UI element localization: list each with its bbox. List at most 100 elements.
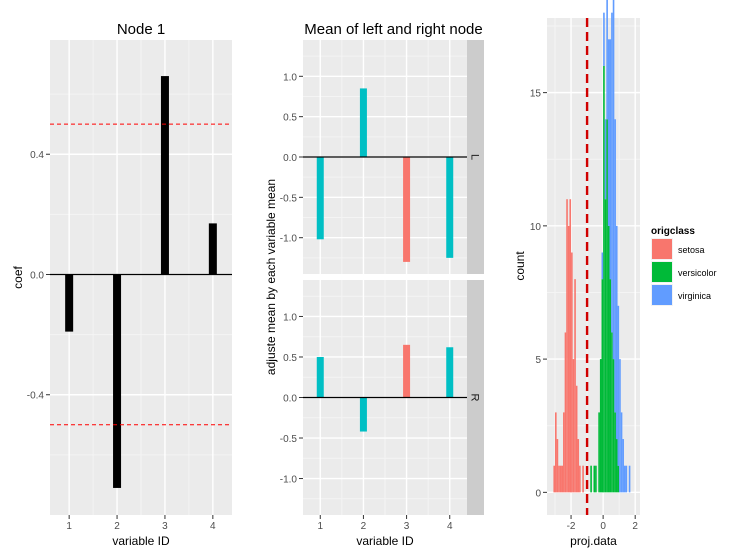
node1-ytick-label: 0.4 [30, 150, 44, 161]
hist-ytick-label: 15 [530, 89, 542, 100]
mean-ytick-label: 0.5 [283, 353, 297, 364]
mean-bar-R [403, 344, 411, 398]
hist-legend-swatch-versicolor [652, 262, 672, 282]
hist-bar-versicolor [599, 359, 602, 493]
node1-xtick-label: 4 [210, 521, 216, 532]
hist-bar-setosa [553, 465, 556, 493]
hist-bar-setosa [563, 412, 565, 493]
hist-bar-versicolor [615, 439, 618, 493]
hist-ytick-label: 5 [535, 355, 541, 366]
mean-strip-label: L [469, 154, 481, 160]
hist-xtick-label: -2 [567, 521, 576, 532]
hist-panel [547, 18, 640, 515]
hist-bar-virginica [603, 12, 605, 66]
hist-bar-versicolor [603, 65, 605, 493]
node1-bar [113, 274, 122, 488]
hist-bar-versicolor [601, 279, 604, 493]
hist-bar-versicolor [609, 279, 612, 493]
hist-chart: 0 5 10 15 -2 0 2 proj.data count origclass setosa v… [513, 0, 717, 548]
hist-legend-swatch-setosa [652, 239, 672, 259]
hist-xlabel: proj.data [570, 534, 617, 548]
hist-bar-setosa [575, 385, 578, 493]
mean-xlabel: variable ID [356, 534, 414, 548]
hist-bar-versicolor [611, 332, 613, 493]
hist-legend: origclass setosa versicolor virginica [651, 226, 717, 306]
mean-ylabel: adjuste mean by each variable mean [264, 179, 278, 375]
hist-legend-label: versicolor [678, 268, 717, 278]
hist-bar-versicolor [606, 119, 608, 493]
mean-ytick-label: 0.0 [283, 153, 297, 164]
mean-ytick-label: -0.5 [280, 193, 298, 204]
hist-bar-virginica [617, 305, 620, 466]
hist-bar-virginica [622, 439, 624, 493]
hist-bar-virginica [625, 465, 628, 493]
node1-ylabel: coef [11, 265, 25, 288]
node1-xtick-label: 1 [66, 521, 72, 532]
mean-ytick-label: -1.0 [280, 475, 298, 486]
mean-strip [467, 40, 484, 274]
mean-bar-R [446, 347, 454, 398]
hist-bar-setosa [564, 332, 567, 493]
hist-bar-setosa [566, 199, 568, 493]
hist-bar-virginica [606, 0, 608, 120]
hist-bar-setosa [582, 465, 584, 493]
hist-bar-setosa [558, 465, 560, 493]
mean-xtick-label: 3 [404, 521, 410, 532]
hist-bar-setosa [579, 465, 581, 493]
hist-bar-setosa [577, 439, 580, 493]
mean-ytick-label: 0.5 [283, 113, 297, 124]
node1-ytick-label: 0.0 [30, 270, 44, 281]
mean-bar-R [359, 397, 367, 432]
hist-bar-virginica [612, 0, 615, 360]
mean-ytick-label: 1.0 [283, 72, 297, 83]
hist-bar-virginica [615, 225, 618, 440]
hist-bar-virginica [611, 12, 613, 333]
hist-legend-title: origclass [651, 226, 695, 237]
hist-bar-versicolor [604, 199, 607, 493]
mean-ytick-label: -1.0 [280, 234, 298, 245]
node1-xtick-label: 2 [114, 521, 120, 532]
node1-xtick-label: 3 [162, 521, 168, 532]
hist-xtick-label: 2 [632, 521, 638, 532]
node1-bar [208, 223, 217, 275]
mean-xtick-label: 4 [447, 521, 453, 532]
hist-bar-setosa [556, 439, 559, 493]
mean-bar-L [403, 157, 411, 262]
hist-ytick-label: 10 [530, 222, 542, 233]
mean-strip [467, 280, 484, 515]
node1-title: Node 1 [117, 21, 165, 38]
hist-bar-virginica [614, 119, 616, 413]
mean-bar-L [446, 157, 454, 258]
hist-legend-swatch-virginica [652, 285, 672, 305]
hist-bar-virginica [620, 412, 623, 493]
hist-bar-virginica [604, 119, 607, 200]
hist-bar-virginica [623, 465, 626, 493]
hist-bar-virginica [607, 39, 610, 226]
hist-ytick-label: 0 [535, 488, 541, 499]
node1-bar [160, 76, 169, 275]
node1-bar [65, 274, 74, 332]
hist-bar-versicolor [617, 465, 620, 493]
hist-bar-versicolor [598, 412, 600, 493]
node1-chart: -0.4 0.0 0.4 1 2 3 4 Node 1 variable ID coef [11, 21, 232, 548]
hist-bar-versicolor [593, 465, 596, 493]
node1-ytick-label: -0.4 [27, 391, 45, 402]
hist-bar-virginica [619, 359, 621, 493]
mean-xtick-label: 2 [361, 521, 367, 532]
mean-xtick-label: 1 [317, 521, 323, 532]
mean-bar-L [316, 157, 324, 240]
hist-bar-versicolor [612, 359, 615, 493]
mean-bar-R [316, 356, 324, 398]
hist-legend-label: setosa [678, 245, 705, 255]
hist-bar-setosa [561, 465, 564, 493]
hist-legend-label: virginica [678, 291, 711, 301]
mean-title: Mean of left and right node [304, 21, 482, 38]
hist-bar-setosa [572, 359, 575, 493]
hist-bar-versicolor [595, 465, 597, 493]
hist-bar-setosa [571, 252, 573, 493]
hist-bar-versicolor [607, 225, 610, 493]
hist-bar-versicolor [590, 465, 592, 493]
hist-bar-virginica [609, 39, 612, 280]
hist-bar-versicolor [614, 412, 616, 493]
